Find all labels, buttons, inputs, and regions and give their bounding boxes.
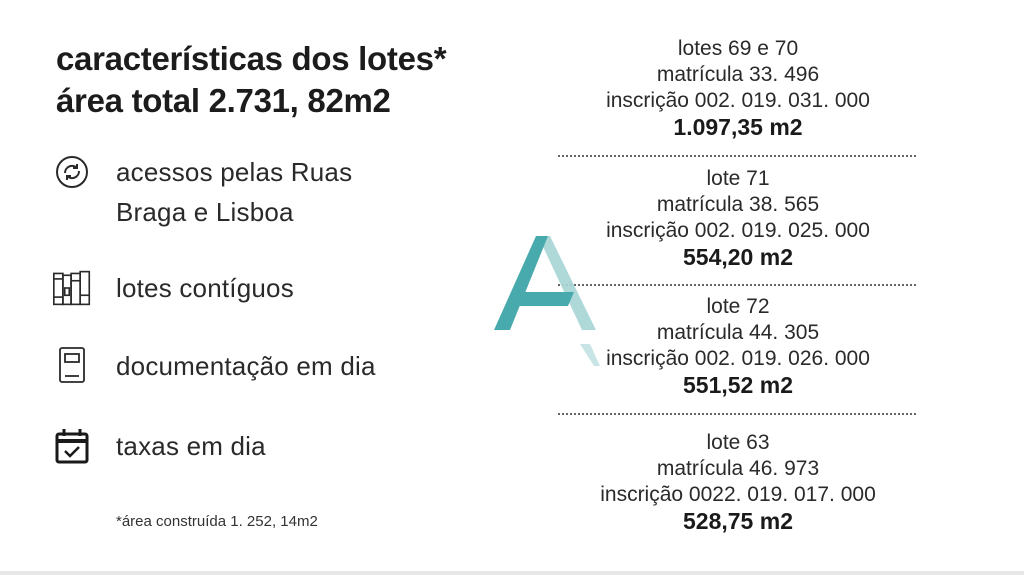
title-line-1: características dos lotes* xyxy=(56,40,447,77)
feature-taxes: taxas em dia xyxy=(52,426,266,466)
lot-matricula: matrícula 38. 565 xyxy=(656,193,820,216)
lot-name: lote 71 xyxy=(706,167,770,190)
feature-lots-line-1: lotes contíguos xyxy=(116,273,294,303)
lot-area: 551,52 m2 xyxy=(683,372,793,398)
lot-area: 1.097,35 m2 xyxy=(673,114,803,140)
lot-area: 528,75 m2 xyxy=(683,508,793,534)
feature-access-line-1: acessos pelas Ruas xyxy=(116,157,353,187)
lot-block: lotes 69 e 70 matrícula 33. 496 inscriçã… xyxy=(560,36,916,140)
lot-name: lote 72 xyxy=(706,295,770,318)
lot-matricula: matrícula 33. 496 xyxy=(656,63,820,86)
calendar-check-icon xyxy=(52,426,92,466)
lot-name: lote 63 xyxy=(706,431,770,454)
lot-inscricao: inscrição 0022. 019. 017. 000 xyxy=(600,483,876,506)
page-title: características dos lotes* área total 2.… xyxy=(56,38,447,122)
footnote: *área construída 1. 252, 14m2 xyxy=(116,513,318,530)
lot-area: 554,20 m2 xyxy=(683,244,793,270)
lot-block: lote 63 matrícula 46. 973 inscrição 0022… xyxy=(560,430,916,534)
lot-matricula: matrícula 46. 973 xyxy=(656,457,820,480)
divider xyxy=(558,413,916,415)
feature-access-line-2: Braga e Lisboa xyxy=(116,197,294,227)
lot-block: lote 72 matrícula 44. 305 inscrição 002.… xyxy=(560,294,916,398)
title-line-2: área total 2.731, 82m2 xyxy=(56,82,391,119)
lot-inscricao: inscrição 002. 019. 031. 000 xyxy=(606,89,870,112)
lot-inscricao: inscrição 002. 019. 026. 000 xyxy=(606,347,870,370)
feature-documents: documentação em dia xyxy=(52,346,376,386)
divider xyxy=(558,284,916,286)
divider xyxy=(558,155,916,157)
watermark-logo xyxy=(490,232,610,377)
lot-inscricao: inscrição 002. 019. 025. 000 xyxy=(606,219,870,242)
lot-block: lote 71 matrícula 38. 565 inscrição 002.… xyxy=(560,166,916,270)
circular-arrows-icon xyxy=(52,152,92,192)
books-icon xyxy=(52,268,92,308)
document-icon xyxy=(52,346,92,386)
bottom-border xyxy=(0,571,1024,575)
lot-matricula: matrícula 44. 305 xyxy=(656,321,820,344)
lot-name: lotes 69 e 70 xyxy=(677,37,799,60)
feature-access: acessos pelas Ruas Braga e Lisboa xyxy=(52,152,352,232)
feature-documents-line-1: documentação em dia xyxy=(116,351,376,381)
feature-lots: lotes contíguos xyxy=(52,268,294,308)
feature-taxes-line-1: taxas em dia xyxy=(116,431,266,461)
